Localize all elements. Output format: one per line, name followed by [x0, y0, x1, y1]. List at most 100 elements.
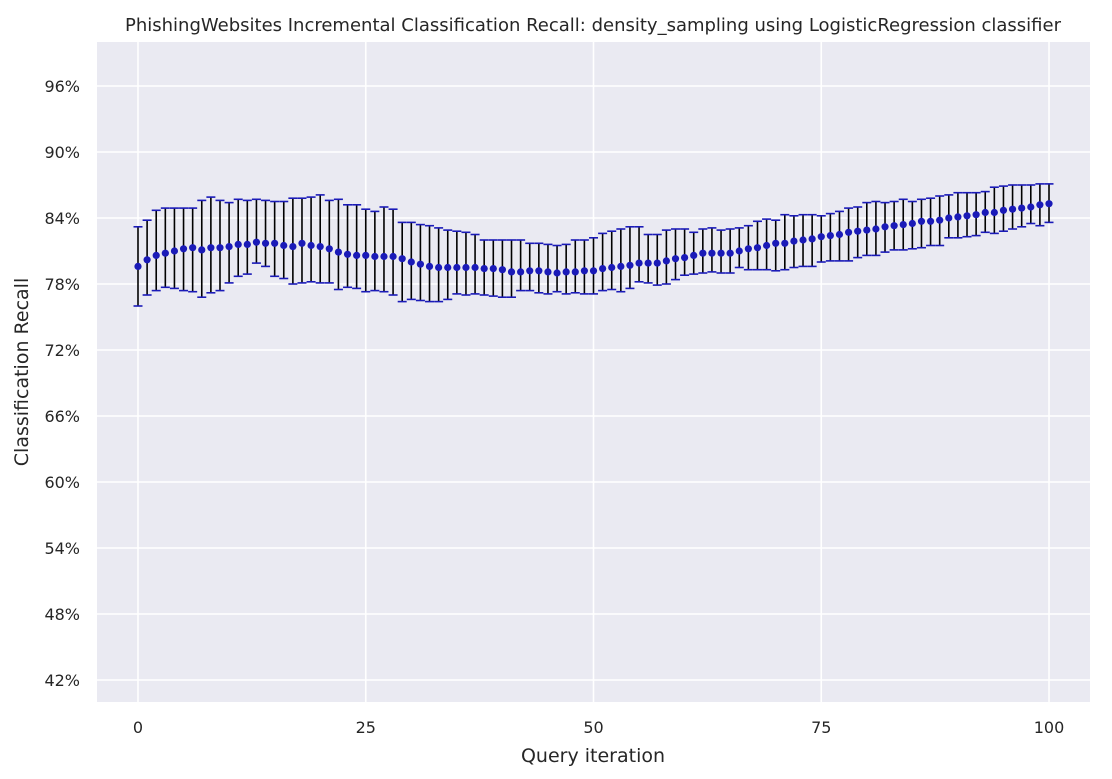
data-point	[681, 254, 689, 262]
data-point	[854, 227, 862, 235]
data-point	[963, 212, 971, 220]
data-point	[298, 239, 306, 247]
y-tick-label: 42%	[44, 671, 80, 690]
data-point	[416, 260, 425, 268]
y-tick-label: 84%	[44, 209, 80, 228]
data-point	[608, 263, 616, 272]
data-point	[189, 244, 197, 252]
data-point	[462, 263, 470, 272]
data-point	[425, 262, 434, 270]
data-point	[644, 259, 652, 267]
data-point	[872, 225, 880, 233]
x-axis-label: Query iteration	[521, 745, 665, 767]
tick-labels: 0 25 50 75 100 42% 48% 54% 60% 66% 72% 78% 84% 90% 96%	[44, 77, 1064, 737]
data-point	[626, 261, 634, 269]
chart-title: PhishingWebsites Incremental Classificat…	[125, 15, 1062, 36]
data-point	[243, 240, 251, 248]
data-point	[1027, 203, 1035, 211]
data-point	[936, 216, 944, 224]
data-point	[225, 243, 233, 251]
data-point	[261, 239, 270, 247]
data-point	[881, 223, 889, 231]
data-point	[1036, 201, 1044, 209]
data-point	[216, 244, 224, 252]
data-point	[617, 262, 625, 270]
data-point	[179, 245, 188, 253]
y-tick-label: 54%	[44, 539, 80, 558]
data-point	[826, 232, 834, 240]
data-point	[744, 245, 752, 253]
data-point	[562, 268, 570, 276]
data-point	[198, 246, 206, 254]
data-point	[671, 255, 680, 263]
data-point	[134, 262, 142, 270]
x-tick-label: 0	[133, 718, 143, 737]
y-tick-label: 90%	[44, 143, 80, 162]
data-point	[917, 217, 926, 225]
data-point	[981, 208, 989, 217]
data-markers	[134, 200, 1053, 277]
data-point	[334, 248, 343, 256]
data-point	[517, 268, 525, 276]
x-tick-label: 75	[811, 718, 831, 737]
data-point	[1045, 200, 1053, 208]
data-point	[999, 206, 1008, 214]
data-point	[325, 245, 333, 253]
data-point	[662, 257, 670, 265]
data-point	[580, 267, 588, 275]
data-point	[489, 265, 497, 273]
data-point	[863, 226, 871, 234]
data-point	[781, 239, 789, 247]
data-point	[289, 243, 297, 251]
data-point	[589, 267, 598, 275]
data-point	[762, 241, 771, 250]
data-point	[954, 213, 962, 221]
data-point	[271, 239, 279, 247]
x-tick-label: 50	[583, 718, 603, 737]
data-point	[252, 238, 261, 246]
data-point	[899, 221, 907, 229]
data-point	[234, 240, 242, 248]
data-point	[990, 208, 998, 217]
data-point	[844, 228, 853, 236]
data-point	[735, 247, 743, 255]
data-point	[389, 252, 397, 261]
data-point	[553, 269, 561, 277]
data-point	[708, 249, 716, 257]
data-point	[407, 258, 415, 266]
data-point	[1018, 204, 1026, 212]
data-point	[790, 237, 798, 245]
data-point	[152, 251, 160, 259]
data-point	[945, 214, 953, 222]
data-point	[316, 243, 324, 251]
data-point	[343, 250, 352, 258]
y-tick-label: 66%	[44, 407, 80, 426]
data-point	[908, 219, 916, 228]
data-point	[653, 259, 661, 267]
y-tick-label: 60%	[44, 473, 80, 492]
data-point	[571, 268, 579, 276]
data-point	[535, 267, 543, 275]
data-point	[507, 268, 516, 276]
data-point	[1008, 205, 1017, 213]
grid-lines	[97, 42, 1090, 702]
data-point	[635, 259, 643, 267]
data-point	[599, 265, 607, 273]
x-tick-label: 100	[1034, 718, 1065, 737]
data-point	[371, 252, 379, 261]
data-point	[690, 251, 698, 259]
data-point	[926, 217, 935, 225]
data-point	[890, 222, 898, 230]
data-point	[717, 249, 725, 257]
data-point	[972, 211, 980, 219]
data-point	[398, 255, 406, 263]
data-point	[207, 244, 215, 252]
data-point	[753, 244, 762, 252]
data-point	[799, 236, 807, 244]
y-tick-label: 72%	[44, 341, 80, 360]
data-point	[471, 263, 479, 272]
data-point	[835, 230, 844, 239]
y-axis-label: Classification Recall	[11, 278, 33, 466]
y-tick-label: 78%	[44, 275, 80, 294]
data-point	[362, 251, 370, 259]
